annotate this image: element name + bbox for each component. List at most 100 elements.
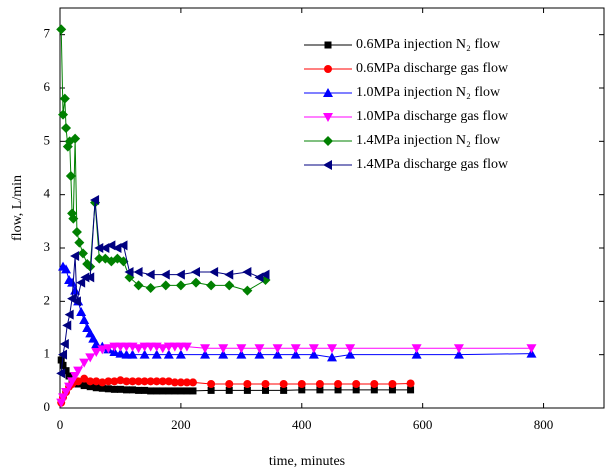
marker: [90, 195, 100, 205]
y-tick-label: 4: [44, 186, 51, 201]
marker: [65, 171, 76, 181]
marker: [388, 386, 396, 394]
marker: [133, 344, 144, 354]
marker: [118, 240, 128, 251]
marker: [97, 345, 108, 355]
legend-label: 0.6MPa injection N₂ flow: [356, 37, 501, 52]
marker: [411, 344, 422, 354]
marker: [80, 272, 90, 283]
marker: [145, 269, 155, 280]
marker: [260, 269, 270, 280]
marker: [122, 377, 131, 386]
x-axis-label: time, minutes: [269, 454, 345, 469]
marker: [124, 267, 134, 277]
marker: [308, 344, 319, 354]
marker: [323, 160, 332, 170]
marker: [308, 349, 319, 359]
marker: [388, 380, 397, 388]
marker: [224, 269, 234, 280]
x-tick-label: 400: [292, 417, 312, 432]
marker: [262, 386, 270, 394]
marker: [165, 387, 173, 395]
marker: [323, 136, 333, 146]
y-tick-label: 1: [44, 346, 51, 361]
marker: [225, 386, 233, 394]
marker: [139, 349, 150, 359]
marker: [164, 377, 173, 386]
marker: [94, 243, 104, 253]
x-tick-label: 0: [57, 417, 64, 432]
marker: [175, 349, 186, 359]
marker: [80, 374, 89, 383]
marker: [94, 253, 105, 264]
marker: [207, 380, 216, 388]
marker: [242, 267, 252, 277]
marker: [145, 283, 156, 293]
series: [58, 261, 537, 362]
marker: [61, 264, 72, 274]
marker: [91, 348, 102, 357]
marker: [176, 378, 185, 387]
series-line: [62, 266, 532, 358]
marker: [324, 65, 332, 73]
series: [56, 195, 270, 379]
legend-item: 0.6MPa injection N₂ flow: [304, 37, 501, 52]
marker: [206, 280, 217, 291]
marker: [218, 349, 229, 359]
marker: [77, 248, 88, 259]
marker: [298, 386, 306, 394]
marker: [116, 385, 124, 393]
y-tick-label: 0: [44, 399, 51, 414]
marker: [243, 380, 252, 388]
marker: [323, 113, 333, 122]
marker: [133, 280, 144, 291]
marker: [345, 344, 356, 354]
marker: [76, 307, 87, 316]
marker: [59, 361, 67, 369]
marker: [261, 380, 270, 388]
marker: [370, 386, 378, 394]
marker: [85, 353, 96, 363]
marker: [224, 280, 235, 291]
y-tick-label: 2: [44, 292, 51, 307]
marker: [171, 387, 179, 395]
marker: [104, 377, 113, 386]
marker: [74, 237, 85, 248]
marker: [170, 378, 179, 387]
x-tick-label: 800: [534, 417, 554, 432]
marker: [181, 342, 192, 352]
marker: [74, 377, 83, 386]
marker: [272, 344, 283, 354]
marker: [406, 379, 415, 388]
legend-item: 1.0MPa injection N₂ flow: [304, 85, 501, 100]
marker: [334, 380, 343, 388]
marker: [76, 277, 86, 288]
marker: [58, 109, 69, 120]
marker: [200, 349, 211, 359]
marker: [151, 349, 162, 359]
marker: [86, 383, 94, 391]
marker: [183, 387, 191, 395]
marker: [324, 41, 332, 49]
marker: [158, 377, 167, 386]
marker: [56, 368, 66, 379]
marker: [70, 133, 81, 144]
marker: [62, 367, 70, 375]
marker: [160, 280, 171, 291]
series: [57, 356, 415, 395]
marker: [79, 315, 90, 324]
marker: [68, 213, 79, 224]
marker: [189, 387, 197, 395]
marker: [352, 380, 361, 388]
x-tick-label: 200: [171, 417, 191, 432]
marker: [191, 267, 200, 277]
marker: [182, 378, 191, 387]
marker: [327, 344, 337, 354]
marker: [71, 296, 81, 307]
marker: [411, 349, 422, 359]
marker: [453, 349, 464, 359]
marker: [316, 386, 324, 394]
marker: [370, 380, 379, 388]
legend-label: 1.0MPa discharge gas flow: [356, 109, 509, 124]
